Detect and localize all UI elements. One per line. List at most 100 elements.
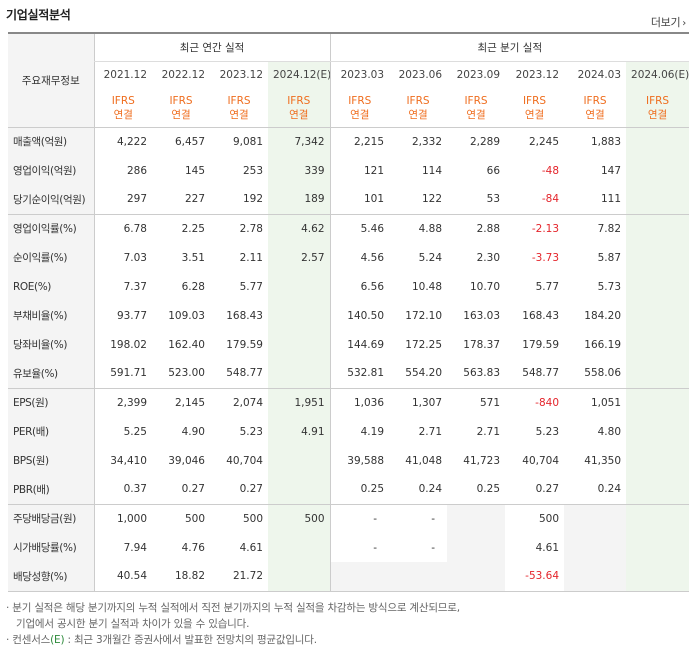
accounting-basis: IFRS 연결 (564, 89, 627, 128)
table-cell: 2.25 (152, 213, 210, 243)
table-cell: 0.24 (418, 483, 443, 496)
table-cell: 2,399 (93, 387, 152, 417)
basis-ifrs: IFRS (348, 94, 372, 107)
table-cell: 114 (421, 164, 443, 177)
footnote-1b: 기업에서 공시한 분기 실적과 차이가 있을 수 있습니다. (6, 616, 460, 632)
table-cell: 198.02 (93, 330, 152, 359)
table-cell: 548.77 (226, 367, 263, 380)
basis-ifrs: IFRS (464, 94, 488, 107)
table-cell: 500 (210, 503, 268, 533)
table-row: EPS(원) 2,399 2,145 2,074 1,951 1,036 1,307 571-… (8, 387, 690, 417)
basis-consolidated: 연결 (113, 108, 133, 121)
table-row: 부채비율(%) 93.77 109.03 168.43 140.50 172.10 163.… (8, 301, 690, 330)
basis-consolidated: 연결 (647, 108, 668, 121)
table-cell: 6.56 (329, 272, 390, 301)
table-cell (626, 243, 690, 272)
more-link[interactable]: 더보기 › (651, 14, 686, 30)
table-cell: 3.51 (181, 251, 205, 264)
more-link-label: 더보기 (650, 16, 681, 29)
table-cell (268, 533, 331, 562)
table-cell: 179.59 (226, 338, 263, 351)
table-cell: 18.82 (152, 562, 210, 592)
table-cell: 558.06 (584, 367, 622, 380)
period-header: 2022.12 (152, 61, 210, 89)
table-cell: 10.48 (411, 280, 443, 293)
table-cell: 591.71 (93, 359, 152, 388)
table-cell (626, 272, 690, 301)
table-cell (564, 562, 627, 592)
table-cell: 4.62 (268, 213, 331, 243)
table-cell: 2.71 (418, 425, 443, 438)
period-header: 2023.09 (447, 61, 506, 89)
section-title: 기업실적분석 (6, 8, 71, 22)
basis-ifrs: IFRS (111, 94, 135, 107)
footnote-1b-text: 기업에서 공시한 분기 실적과 차이가 있을 수 있습니다. (16, 618, 250, 630)
table-cell (626, 562, 690, 592)
accounting-basis: IFRS 연결 (329, 89, 390, 128)
table-cell: 5.73 (597, 280, 622, 293)
table-cell: 7.03 (93, 243, 152, 272)
table-cell (329, 562, 390, 592)
table-cell: 554.20 (405, 367, 443, 380)
table-cell: 5.24 (418, 251, 443, 264)
estimate-mark: (E) (50, 634, 65, 646)
row-label: 당좌비율(%) (8, 330, 94, 359)
table-cell: 532.81 (329, 359, 390, 388)
row-label: 영업이익률(%) (8, 213, 94, 243)
table-cell: 166.19 (584, 338, 622, 351)
row-label: ROE(%) (8, 272, 94, 301)
table-cell: 2,145 (152, 387, 210, 417)
row-label: 시가배당률(%) (8, 533, 94, 562)
accounting-basis: IFRS 연결 (268, 89, 331, 128)
table-row: PER(배) 5.25 4.90 5.23 4.91 4.19 2.71 2.71 5.23 4.… (8, 417, 690, 446)
table-cell: 4.76 (181, 541, 205, 554)
basis-consolidated: 연결 (229, 108, 249, 121)
table-cell (626, 185, 690, 214)
table-cell: 1,051 (564, 387, 627, 417)
table-cell: 189 (268, 185, 331, 214)
table-cell: 1,000 (93, 503, 152, 533)
table-cell: -840 (505, 387, 565, 417)
basis-consolidated: 연결 (585, 108, 605, 121)
table-cell (626, 417, 690, 446)
table-cell: 500 (268, 503, 331, 533)
table-cell (626, 503, 690, 533)
table-cell: 0.27 (535, 483, 560, 496)
table-cell: 0.24 (597, 483, 622, 496)
table-cell: 2.11 (239, 251, 263, 264)
table-cell: 40,704 (226, 454, 263, 467)
table-cell: 253 (242, 164, 263, 177)
table-cell: 0.25 (476, 483, 501, 496)
table-row: 유보율(%) 591.71 523.00 548.77 532.81 554.20 563.… (8, 359, 690, 388)
table-cell (268, 446, 331, 475)
footnotes: · 분기 실적은 해당 분기까지의 누적 실적에서 직전 분기까지의 누적 실적… (6, 600, 460, 648)
table-cell (626, 475, 690, 504)
table-cell: -48 (541, 164, 560, 177)
row-label: PBR(배) (8, 475, 94, 504)
accounting-basis: IFRS 연결 (152, 89, 210, 128)
footnote-2: · 컨센서스(E) : 최근 3개월간 증권사에서 발표한 전망치의 평균값입니… (6, 634, 317, 646)
table-cell: 168.43 (226, 309, 263, 322)
table-cell (268, 475, 331, 504)
accounting-basis: IFRS 연결 (447, 89, 506, 128)
row-label: 당기순이익(억원) (8, 185, 94, 214)
table-cell: 563.83 (463, 367, 501, 380)
table-cell: 41,350 (584, 454, 622, 467)
table-cell: 523.00 (168, 367, 205, 380)
table-cell (447, 533, 506, 562)
period-header: 2024.03 (564, 61, 627, 89)
table-cell: 286 (93, 156, 152, 185)
table-cell: 2.88 (447, 213, 506, 243)
table-cell: 500 (505, 503, 565, 533)
financial-summary-table: 주요재무정보 최근 연간 실적 최근 분기 실적 2021.12 2022.12 2… (8, 32, 690, 592)
table-cell: 227 (184, 193, 205, 206)
table-cell: 2,245 (505, 126, 565, 156)
table-cell: 101 (329, 185, 390, 214)
table-cell: 109.03 (168, 309, 205, 322)
table-cell: 147 (600, 164, 622, 177)
period-header: 2021.12 (93, 61, 152, 89)
table-cell (626, 533, 690, 562)
table-cell: 21.72 (210, 562, 268, 592)
table-cell: 0.37 (93, 475, 152, 504)
footnote-1: · 분기 실적은 해당 분기까지의 누적 실적에서 직전 분기까지의 누적 실적… (6, 602, 460, 614)
